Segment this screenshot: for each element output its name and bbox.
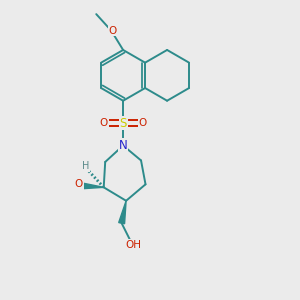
Polygon shape (119, 201, 126, 224)
Text: O: O (75, 179, 83, 189)
Text: H: H (82, 161, 89, 171)
Text: O: O (138, 118, 147, 128)
Text: N: N (119, 139, 128, 152)
Text: O: O (100, 118, 108, 128)
Text: S: S (119, 117, 127, 130)
Text: O: O (109, 26, 117, 36)
Text: OH: OH (126, 240, 142, 250)
Polygon shape (81, 183, 104, 189)
